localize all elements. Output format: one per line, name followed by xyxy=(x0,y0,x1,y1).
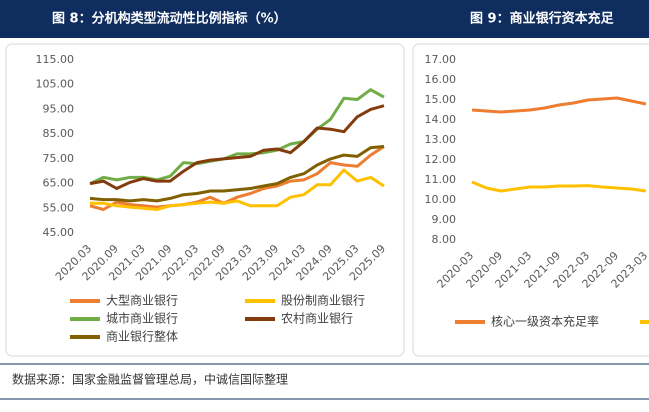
y-tick-label: 14.00 xyxy=(425,113,457,126)
legend-label: 核心一级资本充足率 xyxy=(491,314,599,329)
y-tick-label: 8.00 xyxy=(432,233,457,246)
y-tick-label: 17.00 xyxy=(425,53,457,66)
left-panel xyxy=(5,43,405,357)
series-line xyxy=(89,104,385,190)
legend-label: 农村商业银行 xyxy=(281,311,353,326)
y-tick-label: 45.00 xyxy=(43,226,75,239)
right-panel xyxy=(412,43,649,357)
series-line xyxy=(89,145,385,211)
y-tick-label: 105.00 xyxy=(36,78,75,91)
source-note: 数据来源：国家金融监督管理总局，中诚信国际整理 xyxy=(12,372,288,387)
y-tick-label: 65.00 xyxy=(43,177,75,190)
y-tick-label: 11.00 xyxy=(425,173,457,186)
y-tick-label: 15.00 xyxy=(425,93,457,106)
header-bar xyxy=(0,0,649,38)
series-line xyxy=(90,168,385,211)
y-tick-label: 10.00 xyxy=(425,193,457,206)
y-tick-label: 75.00 xyxy=(43,152,75,165)
chart-title: 图 8：分机构类型流动性比例指标（%） xyxy=(52,11,287,27)
series-line xyxy=(89,145,385,203)
legend-label: 大型商业银行 xyxy=(106,293,178,308)
y-tick-label: 55.00 xyxy=(43,201,75,214)
series-line xyxy=(471,180,647,193)
y-tick-label: 9.00 xyxy=(432,213,457,226)
y-tick-label: 16.00 xyxy=(425,73,457,86)
y-tick-label: 85.00 xyxy=(43,127,75,140)
y-tick-label: 95.00 xyxy=(43,102,75,115)
series-line xyxy=(89,88,385,185)
legend-label: 商业银行整体 xyxy=(106,329,178,344)
y-tick-label: 12.00 xyxy=(425,153,457,166)
chart-title: 图 9：商业银行资本充足 xyxy=(470,11,615,27)
y-tick-label: 115.00 xyxy=(36,53,75,66)
legend-label: 股份制商业银行 xyxy=(281,293,365,308)
legend-label: 城市商业银行 xyxy=(106,311,178,326)
y-tick-label: 13.00 xyxy=(425,133,457,146)
series-line xyxy=(471,96,647,114)
